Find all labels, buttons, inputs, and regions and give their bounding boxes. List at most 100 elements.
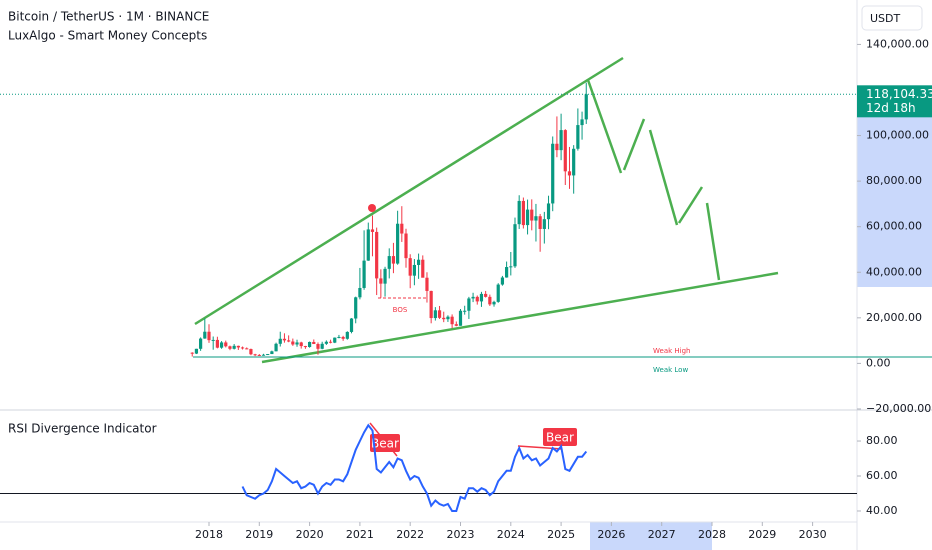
candle-body: [463, 310, 467, 312]
candle-body: [366, 229, 370, 261]
candle-body: [320, 343, 324, 349]
candle-body: [513, 224, 517, 267]
candle-body: [534, 216, 538, 221]
weak-high-label: Weak High: [653, 347, 690, 355]
candle-body: [530, 209, 534, 221]
bear-label: Bear: [371, 437, 399, 451]
candle-body: [421, 259, 425, 278]
candle-body: [488, 296, 492, 305]
candle-body: [245, 348, 249, 350]
candle-body: [572, 148, 576, 176]
candle-body: [370, 229, 375, 232]
candle-body: [383, 268, 387, 284]
rsi-title: RSI Divergence Indicator: [8, 422, 157, 436]
candle-body: [542, 219, 546, 229]
x-tick-label: 2024: [497, 528, 525, 541]
axis-highlight: [857, 113, 932, 287]
candle-body: [270, 351, 274, 355]
candle-body: [358, 287, 362, 298]
candle-body: [228, 346, 232, 349]
y-tick-label: 100,000.00: [866, 129, 929, 142]
bear-tag: [370, 434, 400, 452]
y-tick-label: 40,000.00: [866, 265, 922, 278]
candle-body: [551, 143, 555, 204]
candle-body: [278, 338, 282, 344]
candle-body: [379, 278, 383, 284]
candle-body: [555, 143, 559, 151]
candle-body: [525, 209, 530, 226]
candle-body: [199, 338, 203, 349]
x-tick-label: 2018: [195, 528, 223, 541]
candle-body: [442, 317, 446, 320]
candle-body: [207, 331, 211, 341]
candle-body: [387, 256, 391, 269]
candle-body: [400, 223, 404, 234]
candle-body: [500, 277, 505, 285]
candle-body: [546, 203, 551, 220]
candle-body: [333, 337, 337, 343]
time-highlight: [590, 522, 712, 550]
candle-body: [354, 297, 358, 319]
projection: [677, 186, 704, 224]
wedge-lower: [261, 271, 779, 364]
y-tick-label: 80,000.00: [866, 174, 922, 187]
projection: [586, 79, 623, 174]
candle-body: [190, 352, 194, 354]
candle-body: [580, 119, 584, 126]
candle-body: [240, 347, 245, 349]
candle-body: [517, 200, 521, 225]
candle-body: [295, 342, 299, 345]
x-tick-label: 2030: [799, 528, 827, 541]
candle-body: [349, 318, 354, 332]
candle-body: [559, 130, 563, 151]
symbol-title: Bitcoin / TetherUS · 1M · BINANCE: [8, 10, 209, 24]
candle-body: [236, 345, 240, 348]
candle-body: [538, 216, 542, 229]
candle-body: [257, 354, 261, 356]
candle-body: [467, 298, 471, 311]
candle-body: [563, 130, 567, 172]
projection: [622, 118, 646, 171]
candle-body: [475, 296, 479, 302]
candle-body: [521, 200, 525, 226]
candle-body: [429, 290, 433, 319]
y-tick-label: 60.00: [866, 469, 898, 482]
candle-body: [303, 346, 308, 348]
candle-body: [224, 342, 228, 347]
candle-body: [253, 354, 257, 356]
candle-body: [261, 354, 266, 356]
candle-body: [316, 344, 320, 349]
x-tick-label: 2027: [648, 528, 676, 541]
candle-body: [362, 260, 366, 288]
candle-body: [312, 341, 316, 345]
candle-body: [404, 233, 408, 259]
candle-body: [408, 258, 412, 276]
candle-body: [328, 341, 333, 343]
bear-tag: [543, 428, 577, 446]
y-tick-label: 80.00: [866, 434, 898, 447]
y-tick-label: 0.00: [866, 356, 891, 369]
pivot-dot: [368, 204, 376, 212]
currency-label: USDT: [870, 12, 901, 25]
candle-body: [391, 256, 396, 264]
candle-body: [433, 310, 437, 319]
candle-body: [249, 349, 253, 355]
candle-body: [194, 348, 199, 354]
candle-body: [375, 231, 379, 279]
candle-body: [287, 340, 291, 342]
indicator-name: LuxAlgo - Smart Money Concepts: [8, 29, 207, 43]
y-tick-label: 20,000.00: [866, 311, 922, 324]
candle-body: [337, 336, 341, 338]
currency-button[interactable]: [861, 5, 923, 31]
rsi-line: [241, 423, 588, 512]
weak-low-label: Weak Low: [653, 366, 688, 374]
x-tick-label: 2022: [396, 528, 424, 541]
candle-body: [291, 341, 295, 345]
x-tick-label: 2029: [748, 528, 776, 541]
candle-body: [454, 324, 458, 326]
candle-body: [412, 264, 416, 276]
projection: [648, 129, 679, 226]
candle-body: [308, 341, 312, 347]
candle-body: [396, 223, 400, 264]
